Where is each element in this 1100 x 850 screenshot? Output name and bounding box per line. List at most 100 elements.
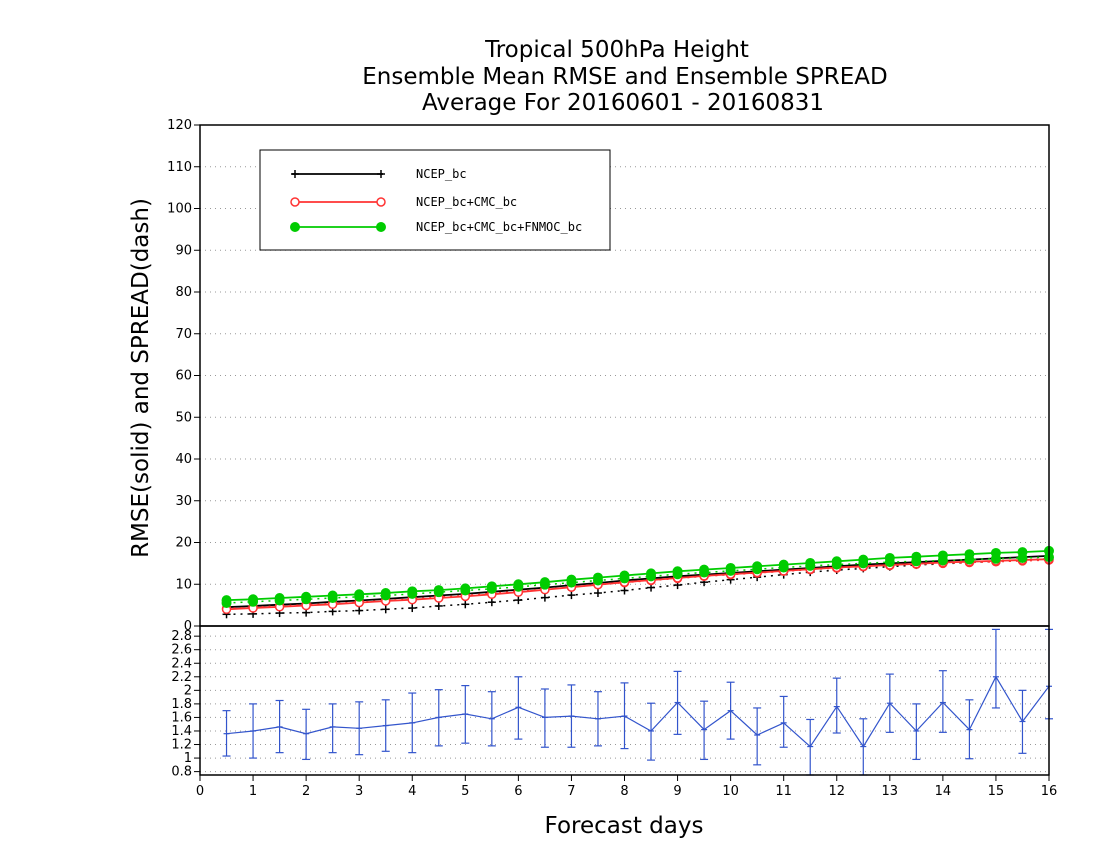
series-2-rmse-point-23 — [831, 556, 842, 567]
error-bar-6 — [381, 699, 390, 752]
series-2-rmse-point-30 — [1017, 547, 1028, 558]
legend-label-1: NCEP_bc+CMC_bc — [416, 195, 517, 209]
legend-marker-right-0 — [377, 170, 385, 178]
series-2-rmse-point-21 — [778, 559, 789, 570]
series-2-rmse-point-29 — [990, 547, 1001, 558]
error-bar-30 — [1018, 689, 1027, 754]
x-tick-label-4: 4 — [408, 784, 416, 799]
y-tick-label-top-4: 40 — [175, 452, 192, 467]
x-tick-label-0: 0 — [196, 784, 204, 799]
series-2-rmse-point-6 — [380, 588, 391, 599]
series-2-rmse-point-4 — [327, 590, 338, 601]
error-bar-4 — [328, 703, 337, 754]
y-tick-label-bottom-4: 1.6 — [171, 710, 192, 725]
series-0-spread-line — [226, 558, 1050, 616]
series-2-rmse-point-12 — [539, 577, 550, 588]
y-tick-label-top-7: 70 — [175, 327, 192, 342]
series-2-rmse-point-5 — [354, 589, 365, 600]
error-bar-26 — [912, 703, 921, 761]
y-axis-label: RMSE(solid) and SPREAD(dash) — [128, 198, 154, 558]
series-0-spread-point-7 — [408, 604, 417, 613]
x-tick-label-6: 6 — [514, 784, 522, 799]
y-tick-label-bottom-1: 1 — [184, 751, 192, 766]
series-2-rmse-point-14 — [592, 572, 603, 583]
top-panel-y-ticks: 0 10 20 30 40 50 60 70 80 90 100 110 120 — [167, 118, 200, 634]
error-bar-28 — [965, 699, 974, 760]
series-2-rmse-point-8 — [433, 585, 444, 596]
y-tick-label-top-12: 120 — [167, 118, 192, 133]
y-tick-label-top-11: 110 — [167, 160, 192, 175]
y-tick-label-top-2: 20 — [175, 536, 192, 551]
error-bar-12 — [540, 688, 549, 748]
series-0-spread-point-13 — [567, 591, 576, 600]
series-2-rmse-point-7 — [407, 586, 418, 597]
legend-marker-left-1 — [290, 197, 300, 207]
series-2-rmse-point-10 — [486, 581, 497, 592]
chart-title-line-3: Average For 20160601 - 20160831 — [422, 90, 824, 116]
x-tick-label-16: 16 — [1041, 784, 1058, 799]
series-2-rmse-point-0 — [221, 595, 232, 606]
series-0-spread-point-12 — [540, 593, 549, 602]
series-2-rmse-point-1 — [248, 594, 259, 605]
x-tick-label-8: 8 — [620, 784, 628, 799]
error-bar-0 — [222, 710, 231, 757]
x-tick-label-2: 2 — [302, 784, 310, 799]
series-2-rmse-point-2 — [274, 593, 285, 604]
x-tick-label-3: 3 — [355, 784, 363, 799]
error-bar-29 — [991, 628, 1000, 709]
error-bar-5 — [355, 701, 364, 756]
error-bar-23 — [832, 677, 841, 734]
legend-label-2: NCEP_bc+CMC_bc+FNMOC_bc — [416, 220, 582, 234]
series-2-rmse-point-18 — [699, 564, 710, 575]
y-tick-label-top-5: 50 — [175, 410, 192, 425]
x-tick-label-10: 10 — [722, 784, 739, 799]
legend: NCEP_bc NCEP_bc+CMC_bc NCEP_bc+CMC_bc+FNMO… — [259, 149, 611, 251]
bottom-panel-series — [222, 628, 1053, 776]
y-tick-label-top-8: 80 — [175, 285, 192, 300]
error-bar-1 — [249, 703, 258, 759]
y-tick-label-bottom-8: 2.4 — [171, 656, 192, 671]
y-tick-label-top-3: 30 — [175, 494, 192, 509]
error-bar-2 — [275, 699, 284, 754]
y-tick-label-bottom-3: 1.4 — [171, 724, 192, 739]
error-bar-16 — [647, 702, 656, 761]
series-0-spread-point-10 — [487, 598, 496, 607]
legend-marker-right-1 — [376, 197, 386, 207]
series-0-spread-point-11 — [514, 596, 523, 605]
series-2-rmse-point-20 — [752, 561, 763, 572]
y-tick-label-bottom-7: 2.2 — [171, 670, 192, 685]
error-bar-27 — [938, 670, 947, 733]
error-bar-15 — [620, 682, 629, 750]
error-bar-11 — [514, 676, 523, 740]
y-tick-label-bottom-10: 2.8 — [171, 629, 192, 644]
error-bar-14 — [593, 691, 602, 747]
chart-title-line-1: Tropical 500hPa Height — [484, 37, 749, 63]
series-0-spread-point-5 — [355, 606, 364, 615]
x-tick-label-1: 1 — [249, 784, 257, 799]
y-tick-label-top-6: 60 — [175, 369, 192, 384]
series-2-rmse-point-3 — [301, 591, 312, 602]
x-tick-label-5: 5 — [461, 784, 469, 799]
bottom-panel-y-ticks: 0.811.21.41.61.822.22.42.62.8 — [171, 629, 200, 780]
series-2-rmse-point-17 — [672, 566, 683, 577]
series-2-rmse-point-11 — [513, 579, 524, 590]
series-2-rmse-point-9 — [460, 583, 471, 594]
series-2-rmse-point-28 — [964, 549, 975, 560]
error-bar-17 — [673, 670, 682, 735]
x-axis-label: Forecast days — [545, 813, 704, 839]
error-bar-13 — [567, 684, 576, 748]
y-tick-label-top-10: 100 — [167, 202, 192, 217]
series-2-rmse-point-16 — [646, 568, 657, 579]
series-2-rmse-point-19 — [725, 562, 736, 573]
error-bar-10 — [487, 691, 496, 747]
y-tick-label-bottom-5: 1.8 — [171, 697, 192, 712]
diff-line — [226, 675, 1050, 748]
error-bar-24 — [859, 718, 868, 776]
series-0-spread-point-14 — [593, 589, 602, 598]
x-tick-label-15: 15 — [988, 784, 1005, 799]
error-bar-21 — [779, 695, 788, 748]
legend-marker-right-2 — [376, 222, 386, 232]
x-tick-label-11: 11 — [775, 784, 792, 799]
series-2-rmse-point-22 — [805, 557, 816, 568]
